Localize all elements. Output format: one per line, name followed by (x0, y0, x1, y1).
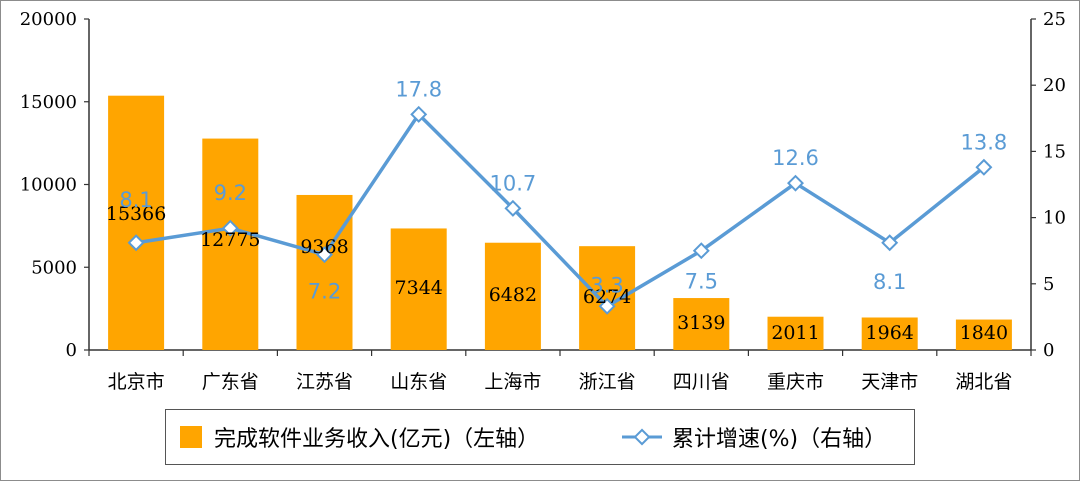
bar-series (108, 95, 1012, 350)
legend-item-line: 累计增速(%)（右轴） (622, 410, 886, 464)
right-axis-tick-label: 15 (1043, 141, 1066, 162)
bar-value-label: 2011 (771, 322, 819, 344)
x-axis-category-label: 山东省 (390, 371, 447, 393)
legend-bar-swatch-icon (180, 426, 202, 448)
line-series (127, 105, 993, 315)
left-axis-tick-label: 5000 (31, 257, 77, 278)
x-axis-category-label: 江苏省 (296, 371, 353, 393)
x-axis-category-label: 北京市 (108, 371, 165, 393)
bar (861, 317, 918, 350)
legend-line-label: 累计增速(%)（右轴） (672, 427, 887, 452)
bar (767, 316, 824, 350)
line-point-marker (221, 219, 239, 237)
line-point-marker (410, 105, 428, 123)
line-value-label: 7.5 (685, 270, 718, 294)
bar (390, 228, 447, 350)
bar (296, 194, 353, 350)
bar-value-label: 12775 (200, 229, 260, 251)
bar-value-label: 6482 (489, 284, 537, 306)
x-axis-category-label: 湖北省 (955, 371, 1012, 393)
line-value-label: 8.1 (873, 270, 906, 294)
right-axis-tick-label: 25 (1043, 9, 1066, 30)
right-axis-tick-label: 5 (1043, 274, 1054, 295)
left-axis-tick-label: 20000 (20, 9, 77, 30)
bar-value-label: 9368 (300, 236, 348, 258)
x-axis-category-label: 广东省 (202, 371, 259, 393)
left-axis-tick-label: 0 (66, 340, 77, 361)
line-point-marker (598, 297, 616, 315)
x-axis-category-label: 四川省 (673, 371, 730, 393)
line-point-marker (975, 158, 993, 176)
x-axis-category-label: 重庆市 (767, 371, 824, 393)
line-point-marker (692, 242, 710, 260)
x-axis-category-label: 天津市 (861, 371, 918, 393)
bar-value-label: 15366 (106, 203, 166, 225)
left-axis-tick-label: 15000 (20, 92, 77, 113)
right-axis-tick-label: 10 (1043, 208, 1066, 229)
bar-value-label: 6274 (583, 286, 631, 308)
right-axis-tick-label: 20 (1043, 75, 1066, 96)
line-point-marker (881, 234, 899, 252)
growth-line (135, 112, 985, 309)
legend-bar-label: 完成软件业务收入(亿元)（左轴） (214, 427, 540, 452)
line-point-marker (504, 199, 522, 217)
bar-value-label: 3139 (677, 312, 725, 334)
line-value-label: 17.8 (395, 77, 442, 101)
chart-axes: 0 5000 10000 15000 20000 0 5 10 15 20 25 北京市 广东省 江苏省 山… (20, 9, 1066, 393)
bar (484, 242, 541, 350)
line-value-label: 12.6 (772, 146, 819, 170)
bar (108, 95, 165, 350)
line-value-label: 13.8 (961, 130, 1008, 154)
legend-item-bar: 完成软件业务收入(亿元)（左轴） (180, 410, 539, 464)
line-value-label: 10.7 (490, 171, 537, 195)
x-axis-category-label: 浙江省 (579, 371, 636, 393)
line-point-marker (787, 174, 804, 192)
bar-value-label: 1964 (866, 322, 914, 344)
data-labels: 15366 12775 9368 7344 6482 6274 3139 2011 1964 18… (106, 77, 1008, 344)
legend-line-marker-icon (622, 428, 662, 446)
bar (202, 138, 259, 350)
bar (955, 319, 1012, 350)
right-axis-tick-label: 0 (1043, 340, 1054, 361)
left-axis-tick-label: 10000 (20, 175, 77, 196)
line-value-label: 9.2 (214, 181, 247, 205)
line-value-label: 7.2 (308, 280, 341, 304)
bar-value-label: 7344 (395, 277, 443, 299)
bar (673, 298, 730, 350)
chart-canvas: 0 5000 10000 15000 20000 0 5 10 15 20 25 北京市 广东省 江苏省 山… (20, 9, 1066, 393)
line-point-marker (127, 234, 145, 252)
bar-value-label: 1840 (960, 322, 1008, 344)
line-point-marker (316, 246, 333, 264)
line-value-label: 3.3 (590, 273, 623, 297)
x-axis-category-label: 上海市 (484, 371, 541, 393)
line-value-label: 8.1 (119, 188, 152, 212)
chart-legend: 完成软件业务收入(亿元)（左轴） 累计增速(%)（右轴） (165, 409, 915, 465)
